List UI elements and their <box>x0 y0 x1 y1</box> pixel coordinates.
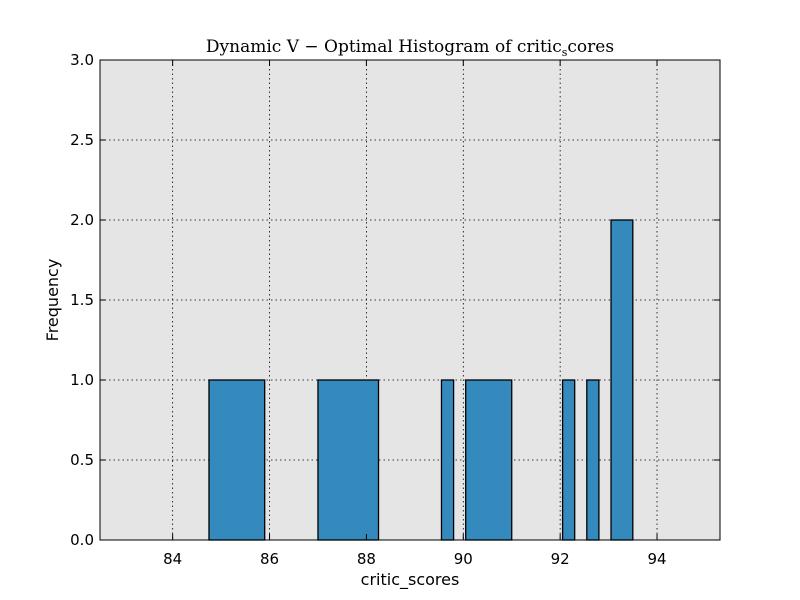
y-tick-label: 0.0 <box>70 531 94 549</box>
x-tick-label: 90 <box>454 550 473 568</box>
chart-title-main: Dynamic V − Optimal Histogram of critic <box>206 37 562 57</box>
x-tick-label: 86 <box>260 550 279 568</box>
histogram-bar <box>208 379 266 541</box>
x-tick-label: 92 <box>551 550 570 568</box>
grid-lines <box>100 59 720 541</box>
histogram-bar <box>440 379 455 541</box>
x-axis-label: critic_scores <box>361 570 460 590</box>
y-tick-label: 2.0 <box>70 211 94 229</box>
histogram-bar <box>465 379 513 541</box>
histogram-bar <box>610 219 634 541</box>
x-tick-label: 94 <box>647 550 666 568</box>
histogram-bar <box>586 379 600 541</box>
y-tick-label: 3.0 <box>70 51 94 69</box>
y-tick-label: 1.5 <box>70 291 94 309</box>
x-tick-label: 88 <box>357 550 376 568</box>
chart-title-subscript: s <box>562 46 568 59</box>
bars <box>208 219 634 541</box>
y-axis-label: Frequency <box>43 259 62 342</box>
y-tick-label: 1.0 <box>70 371 94 389</box>
chart-title-tail: cores <box>567 37 614 57</box>
y-tick-label: 2.5 <box>70 131 94 149</box>
y-axis-ticks: 0.0 0.5 1.0 1.5 2.0 2.5 3.0 <box>70 51 720 549</box>
x-axis-ticks: 84 86 88 90 92 94 <box>163 60 667 568</box>
y-tick-label: 0.5 <box>70 451 94 469</box>
histogram-bar <box>317 379 380 541</box>
x-tick-label: 84 <box>163 550 182 568</box>
chart-title: Dynamic V − Optimal Histogram of critics… <box>206 37 614 59</box>
histogram-bar <box>561 379 576 541</box>
